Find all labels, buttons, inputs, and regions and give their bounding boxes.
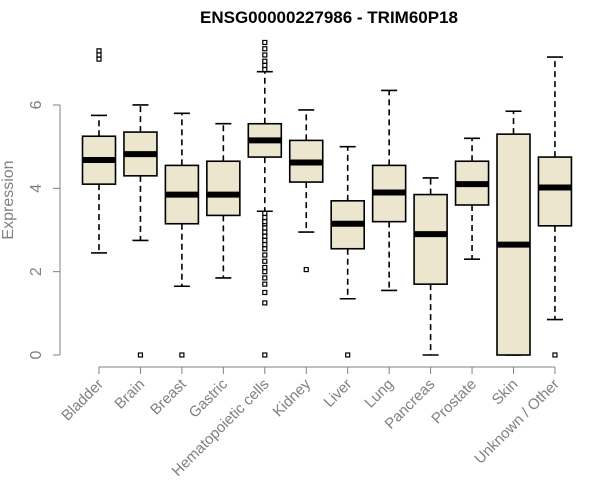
- outlier-point: [262, 219, 268, 225]
- box-10: [496, 110, 531, 356]
- outlier-point: [137, 352, 144, 358]
- box-iqr: [537, 156, 573, 227]
- box-5: [288, 109, 324, 273]
- outlier-point: [262, 258, 268, 264]
- box-6: [330, 145, 366, 358]
- outlier-point: [262, 233, 268, 239]
- x-tick-label-0: Bladder: [58, 376, 107, 425]
- x-tick-label-7: Lung: [361, 376, 397, 412]
- box-2: [164, 112, 200, 358]
- outlier-point: [96, 56, 102, 62]
- box-8: [413, 177, 448, 356]
- outlier-point: [552, 352, 558, 358]
- outlier-point: [262, 352, 268, 358]
- x-tick-label-2: Breast: [147, 375, 190, 418]
- outlier-point: [303, 266, 309, 273]
- box-4: [247, 39, 283, 358]
- x-tick-label-5: Kidney: [270, 375, 315, 420]
- outlier-point: [262, 46, 268, 52]
- y-axis-label: Expression: [0, 160, 17, 239]
- outlier-point: [262, 225, 268, 231]
- outlier-point: [262, 241, 268, 248]
- outlier-point: [96, 52, 102, 58]
- outlier-point: [262, 300, 268, 306]
- outlier-point: [262, 214, 268, 221]
- outlier-point: [262, 264, 268, 271]
- chart-title: ENSG00000227986 - TRIM60P18: [200, 8, 458, 27]
- x-tick-label-9: Prostate: [428, 376, 480, 428]
- box-1: [123, 104, 158, 358]
- outlier-point: [262, 275, 268, 281]
- outlier-point: [96, 48, 102, 54]
- box-11: [537, 56, 573, 358]
- outlier-point: [262, 246, 268, 252]
- box-3: [206, 122, 241, 279]
- x-tick-label-1: Brain: [111, 376, 148, 413]
- box-7: [371, 89, 407, 292]
- outlier-point: [345, 352, 351, 358]
- outlier-point: [179, 352, 185, 358]
- outlier-point: [262, 52, 268, 58]
- x-tick-label-10: Skin: [489, 376, 522, 409]
- y-tick-label-3: 6: [28, 100, 45, 109]
- box-iqr: [206, 160, 241, 217]
- outlier-point: [262, 229, 268, 235]
- outlier-point: [262, 281, 268, 287]
- outlier-point: [262, 39, 268, 46]
- outlier-point: [262, 210, 268, 216]
- y-tick-label-2: 4: [28, 184, 45, 193]
- y-tick-label-1: 2: [28, 267, 45, 276]
- outlier-point: [262, 58, 268, 64]
- y-tick-label-0: 0: [28, 350, 45, 359]
- outlier-point: [262, 66, 268, 73]
- box-iqr: [413, 193, 448, 285]
- outlier-point: [262, 269, 268, 275]
- outlier-point: [262, 252, 268, 258]
- box-0: [81, 48, 117, 254]
- outlier-point: [262, 237, 268, 244]
- box-9: [454, 137, 490, 260]
- outlier-point: [262, 62, 268, 68]
- outlier-point: [262, 289, 268, 296]
- x-tick-label-6: Liver: [321, 376, 356, 411]
